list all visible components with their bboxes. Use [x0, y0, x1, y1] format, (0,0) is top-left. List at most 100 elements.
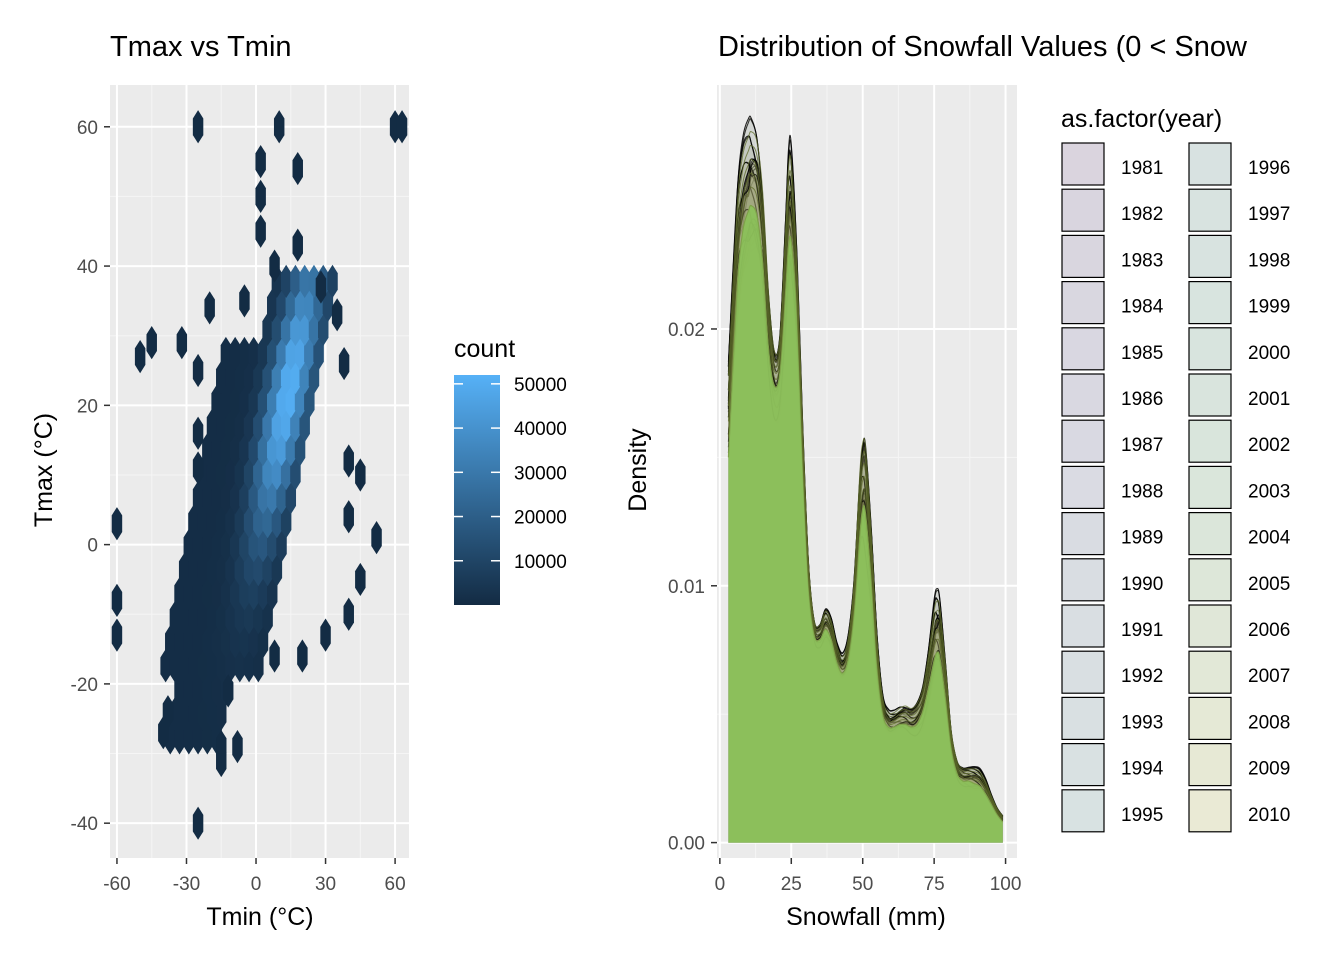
hexbin-cell [280, 408, 292, 443]
year-legend-entry: 1997 [1188, 188, 1290, 232]
hexbin-cell [255, 179, 266, 214]
hexbin-cell [188, 697, 199, 731]
hexbin-cell [206, 505, 218, 539]
year-legend-key [1188, 696, 1232, 741]
hexbin-cell [280, 505, 292, 539]
year-legend-key [1061, 789, 1105, 833]
count-legend-title: count [454, 335, 515, 363]
count-colorbar-tick-label: 10000 [514, 552, 567, 573]
hexbin-cell [192, 625, 204, 659]
count-colorbar-tick-label: 20000 [514, 508, 567, 529]
hexbin-cell [183, 673, 195, 707]
hexbin-cell [297, 639, 308, 673]
year-legend-key [1061, 419, 1105, 463]
year-legend-entry: 1995 [1061, 789, 1163, 833]
hexbin-cell [165, 625, 176, 659]
hexbin-cell [206, 649, 218, 683]
hexbin-cell [239, 625, 250, 659]
hexbin-cell [183, 625, 195, 659]
hexbin-panel: Tmax vs Tmin -40 -20 0 20 40 60 -60 -30 0 30 60 T… [30, 31, 567, 931]
hexbin-cell [304, 288, 315, 323]
year-legend-key [1188, 142, 1232, 186]
year-legend-key [1061, 742, 1105, 787]
hexbin-cell [262, 505, 273, 539]
hexbin-cell [202, 577, 213, 611]
year-legend-key [1188, 604, 1232, 648]
year-legend-key [1061, 511, 1105, 556]
year-legend-entry: 1990 [1061, 558, 1163, 602]
hexbin-cell [290, 408, 301, 443]
year-legend-key [1188, 188, 1232, 232]
year-legend-key [1061, 650, 1105, 694]
hexbin-cell [216, 729, 227, 764]
hexbin-cell [202, 625, 213, 659]
year-legend-label: 1983 [1121, 250, 1163, 271]
hexbin-cell [269, 249, 280, 283]
hexbin-cell [229, 432, 241, 467]
year-legend-entry: 2000 [1188, 327, 1290, 371]
hexbin-cell [192, 480, 204, 515]
hexbin-cell [239, 529, 250, 563]
hexbin-cell [197, 649, 208, 683]
hexbin-cell [313, 336, 324, 371]
year-legend-key [1188, 419, 1232, 463]
hexbin-cell [396, 110, 408, 144]
hexbin-cell [192, 721, 204, 755]
hexbin-cell [216, 360, 227, 395]
hexbin-cell [273, 110, 285, 144]
hexbin-cell [267, 384, 278, 419]
hexbin-cell [197, 553, 208, 587]
hexbin-cell [267, 288, 278, 323]
year-legend-key [1061, 327, 1105, 371]
year-legend-entry: 1998 [1188, 234, 1290, 278]
year-legend-label: 1987 [1121, 435, 1163, 456]
hexbin-cell [315, 270, 327, 304]
density-y-axis-label: Density [624, 428, 652, 512]
year-legend-key [1061, 142, 1105, 186]
hexbin-cell [248, 529, 259, 563]
year-legend-entry: 2002 [1188, 419, 1290, 463]
hexbin-cell [174, 673, 185, 707]
hexbin-cell [299, 264, 310, 299]
hexbin-cell [280, 312, 292, 347]
hexbin-cell [111, 583, 123, 617]
hexbin-cell [202, 480, 213, 515]
year-legend-label: 1997 [1248, 204, 1290, 225]
hexbin-cell [304, 336, 315, 371]
year-legend-key [1061, 281, 1105, 325]
hexbin-cell [290, 312, 301, 347]
year-legend-entry: 1985 [1061, 327, 1163, 371]
hexbin-cell [271, 505, 283, 539]
hexbin-cell [229, 384, 241, 419]
hexbin-cell [285, 384, 297, 419]
density-x-tick-label: 0 [715, 874, 726, 895]
year-legend-key [1188, 789, 1232, 833]
year-legend-label: 1984 [1121, 297, 1164, 318]
hexbin-cell [211, 625, 222, 659]
year-legend-label: 1994 [1121, 759, 1164, 780]
hexbin-cell [255, 214, 266, 248]
count-colorbar-ticks: 10000 20000 30000 40000 50000 [454, 375, 567, 573]
year-legend-entry: 1983 [1061, 234, 1163, 278]
hexbin-cell [222, 674, 234, 708]
hexbin-cell [304, 384, 315, 419]
hexbin-x-tick-label: 0 [251, 874, 262, 895]
density-curves [727, 115, 1004, 843]
year-legend-label: 2006 [1248, 620, 1290, 641]
hexbin-cell [220, 625, 232, 659]
hexbin-cell [280, 360, 292, 395]
hexbin-cell [192, 577, 204, 611]
year-legend-key [1188, 465, 1232, 509]
hexbin-cell [160, 649, 171, 683]
hexbin-cell [192, 806, 204, 840]
year-legend-label: 1992 [1121, 666, 1163, 687]
hexbin-cell [204, 291, 215, 325]
hexbin-y-tick-label: -20 [71, 675, 98, 696]
hexbin-cell [211, 577, 222, 611]
year-legend-label: 1982 [1121, 204, 1163, 225]
hexbin-cell [327, 264, 338, 299]
hexbin-cell [176, 326, 188, 360]
hexbin-cell [232, 729, 243, 764]
density-y-tick-label: 0.02 [668, 320, 705, 341]
hexbin-cell [276, 480, 287, 515]
